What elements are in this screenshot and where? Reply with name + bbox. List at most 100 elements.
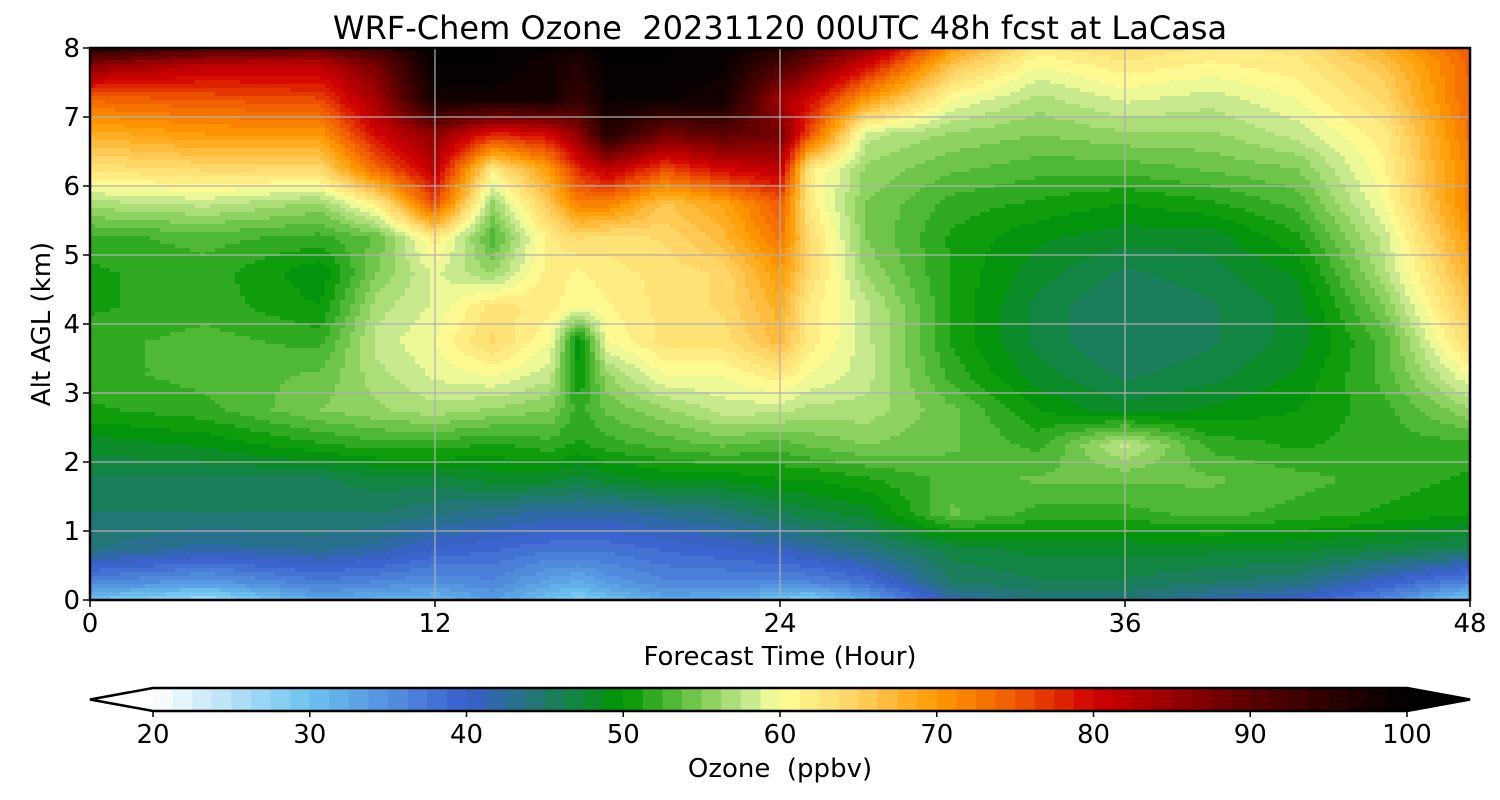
field-cell (1020, 56, 1026, 61)
field-cell (530, 116, 536, 121)
field-cell (1430, 52, 1436, 57)
field-cell (1360, 56, 1366, 61)
field-cell (935, 100, 941, 105)
field-cell (875, 80, 881, 85)
field-cell (495, 52, 501, 57)
field-cell (190, 60, 196, 65)
field-cell (305, 68, 311, 73)
field-cell (1330, 80, 1336, 85)
field-cell (1240, 108, 1246, 113)
field-cell (1430, 60, 1436, 65)
field-cell (435, 100, 441, 105)
field-cell (585, 108, 591, 113)
field-cell (1335, 108, 1341, 113)
field-cell (1025, 72, 1031, 77)
field-cell (105, 48, 111, 53)
field-cell (1460, 72, 1466, 77)
field-cell (265, 76, 271, 81)
field-cell (1150, 112, 1156, 117)
field-cell (770, 88, 776, 93)
field-cell (110, 52, 116, 57)
field-cell (545, 108, 551, 113)
field-cell (195, 76, 201, 81)
field-cell (1210, 80, 1216, 85)
field-cell (1425, 116, 1431, 121)
field-cell (1345, 84, 1351, 89)
field-cell (695, 56, 701, 61)
field-cell (260, 48, 266, 53)
field-cell (730, 48, 736, 53)
field-cell (925, 68, 931, 73)
field-cell (950, 100, 956, 105)
field-cell (1365, 60, 1371, 65)
field-cell (780, 76, 786, 81)
field-cell (120, 112, 126, 117)
field-cell (205, 108, 211, 113)
field-cell (1100, 64, 1106, 69)
field-cell (780, 60, 786, 65)
field-cell (125, 80, 131, 85)
field-cell (100, 92, 106, 97)
field-cell (780, 72, 786, 77)
field-cell (1440, 116, 1446, 121)
field-cell (920, 88, 926, 93)
field-cell (200, 96, 206, 101)
field-cell (230, 80, 236, 85)
field-cell (590, 96, 596, 101)
field-cell (505, 104, 511, 109)
field-cell (235, 80, 241, 85)
field-cell (480, 64, 486, 69)
field-cell (1445, 116, 1451, 121)
field-cell (250, 64, 256, 69)
field-cell (1245, 116, 1251, 121)
field-cell (510, 72, 516, 77)
field-cell (1130, 60, 1136, 65)
field-cell (660, 48, 666, 53)
field-cell (770, 104, 776, 109)
field-cell (915, 80, 921, 85)
field-cell (1455, 100, 1461, 105)
field-cell (1175, 92, 1181, 97)
field-cell (880, 60, 886, 65)
field-cell (595, 100, 601, 105)
field-cell (1100, 76, 1106, 81)
field-cell (1230, 108, 1236, 113)
field-cell (1040, 60, 1046, 65)
field-cell (1040, 112, 1046, 117)
field-cell (525, 108, 531, 113)
field-cell (485, 92, 491, 97)
field-cell (920, 72, 926, 77)
field-cell (115, 88, 121, 93)
field-cell (1055, 64, 1061, 69)
field-cell (345, 76, 351, 81)
field-cell (660, 84, 666, 89)
field-cell (645, 108, 651, 113)
field-cell (555, 48, 561, 53)
field-cell (485, 80, 491, 85)
field-cell (620, 88, 626, 93)
field-cell (1125, 92, 1131, 97)
field-cell (1465, 64, 1470, 69)
field-cell (340, 64, 346, 69)
field-cell (1190, 112, 1196, 117)
field-cell (895, 92, 901, 97)
field-cell (1460, 64, 1466, 69)
field-cell (800, 112, 806, 117)
field-cell (460, 84, 466, 89)
field-cell (1385, 88, 1391, 93)
field-cell (105, 68, 111, 73)
field-cell (300, 88, 306, 93)
field-cell (145, 120, 151, 125)
field-cell (1030, 116, 1036, 121)
field-cell (1200, 60, 1206, 65)
field-cell (480, 48, 486, 53)
field-cell (400, 96, 406, 101)
field-cell (915, 88, 921, 93)
field-cell (1460, 116, 1466, 121)
field-cell (470, 68, 476, 73)
field-cell (1175, 84, 1181, 89)
field-cell (1275, 68, 1281, 73)
field-cell (710, 64, 716, 69)
field-cell (280, 104, 286, 109)
field-cell (1095, 100, 1101, 105)
